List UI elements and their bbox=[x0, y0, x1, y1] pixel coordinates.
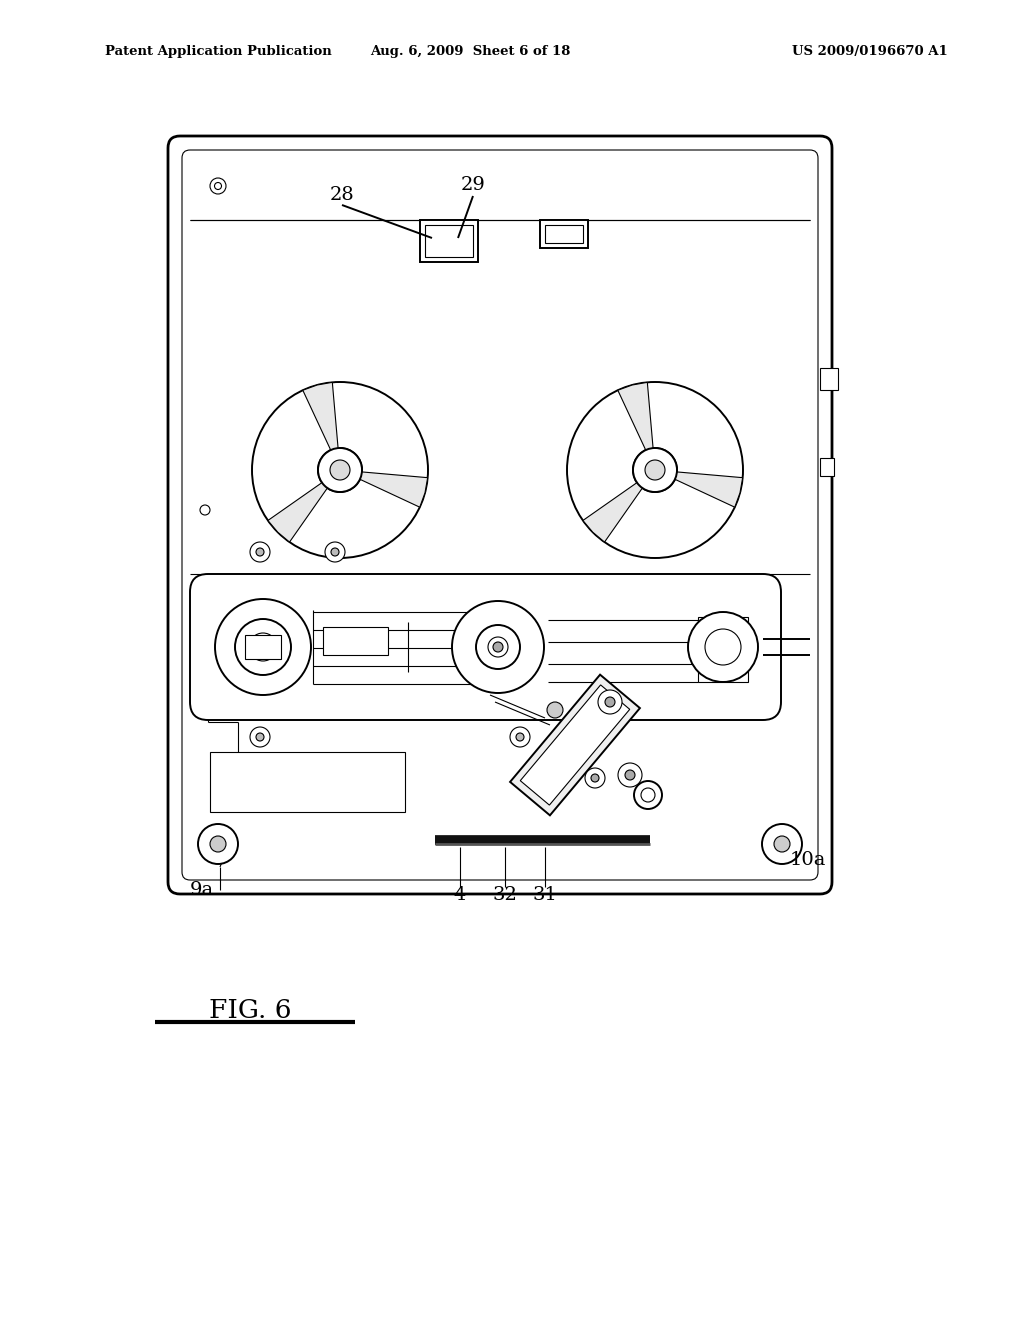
Circle shape bbox=[625, 770, 635, 780]
Circle shape bbox=[605, 697, 615, 708]
FancyBboxPatch shape bbox=[182, 150, 818, 880]
Bar bbox=[323, 627, 388, 655]
Circle shape bbox=[585, 768, 605, 788]
Polygon shape bbox=[583, 470, 655, 543]
Bar bbox=[545, 224, 583, 243]
FancyBboxPatch shape bbox=[190, 574, 781, 719]
Circle shape bbox=[634, 781, 662, 809]
Circle shape bbox=[633, 447, 677, 492]
Circle shape bbox=[567, 381, 743, 558]
Polygon shape bbox=[655, 470, 742, 507]
Circle shape bbox=[688, 612, 758, 682]
Circle shape bbox=[325, 543, 345, 562]
Bar bbox=[245, 635, 281, 659]
Circle shape bbox=[330, 459, 350, 480]
Text: Patent Application Publication: Patent Application Publication bbox=[105, 45, 332, 58]
Polygon shape bbox=[520, 685, 630, 805]
Circle shape bbox=[210, 836, 226, 851]
Circle shape bbox=[210, 178, 226, 194]
Circle shape bbox=[198, 824, 238, 865]
Circle shape bbox=[493, 642, 503, 652]
Polygon shape bbox=[340, 470, 428, 507]
Bar bbox=[210, 752, 406, 812]
Polygon shape bbox=[510, 675, 640, 816]
Text: 10a: 10a bbox=[790, 851, 826, 869]
Circle shape bbox=[256, 548, 264, 556]
Circle shape bbox=[214, 182, 221, 190]
Bar bbox=[820, 458, 834, 477]
Circle shape bbox=[510, 727, 530, 747]
Circle shape bbox=[250, 543, 270, 562]
Circle shape bbox=[249, 634, 278, 661]
Circle shape bbox=[476, 624, 520, 669]
Circle shape bbox=[331, 548, 339, 556]
Circle shape bbox=[516, 733, 524, 741]
Text: Aug. 6, 2009  Sheet 6 of 18: Aug. 6, 2009 Sheet 6 of 18 bbox=[370, 45, 570, 58]
Circle shape bbox=[762, 824, 802, 865]
Circle shape bbox=[234, 619, 291, 675]
Text: US 2009/0196670 A1: US 2009/0196670 A1 bbox=[793, 45, 948, 58]
Bar bbox=[425, 224, 473, 257]
Circle shape bbox=[200, 506, 210, 515]
Polygon shape bbox=[303, 383, 340, 470]
Circle shape bbox=[641, 788, 655, 803]
Circle shape bbox=[215, 599, 311, 696]
Text: 29: 29 bbox=[461, 176, 485, 194]
Bar bbox=[420, 220, 478, 261]
Polygon shape bbox=[268, 470, 340, 543]
Circle shape bbox=[330, 459, 350, 480]
Circle shape bbox=[256, 733, 264, 741]
Circle shape bbox=[598, 690, 622, 714]
Circle shape bbox=[250, 727, 270, 747]
Text: FIG. 6: FIG. 6 bbox=[209, 998, 291, 1023]
Text: 31: 31 bbox=[532, 886, 557, 904]
Circle shape bbox=[318, 447, 362, 492]
Polygon shape bbox=[617, 383, 655, 470]
Circle shape bbox=[318, 447, 362, 492]
Circle shape bbox=[645, 459, 665, 480]
Circle shape bbox=[774, 836, 790, 851]
Circle shape bbox=[633, 447, 677, 492]
Circle shape bbox=[705, 630, 741, 665]
Circle shape bbox=[488, 638, 508, 657]
Text: 28: 28 bbox=[330, 186, 354, 205]
Bar bbox=[540, 220, 588, 248]
Bar bbox=[820, 368, 838, 389]
Text: 9a: 9a bbox=[190, 880, 214, 899]
Circle shape bbox=[645, 459, 665, 480]
Circle shape bbox=[547, 702, 563, 718]
Bar bbox=[698, 616, 748, 682]
Circle shape bbox=[452, 601, 544, 693]
Text: 4: 4 bbox=[454, 886, 466, 904]
Text: 32: 32 bbox=[493, 886, 517, 904]
FancyBboxPatch shape bbox=[168, 136, 831, 894]
Circle shape bbox=[618, 763, 642, 787]
Circle shape bbox=[252, 381, 428, 558]
Circle shape bbox=[591, 774, 599, 781]
